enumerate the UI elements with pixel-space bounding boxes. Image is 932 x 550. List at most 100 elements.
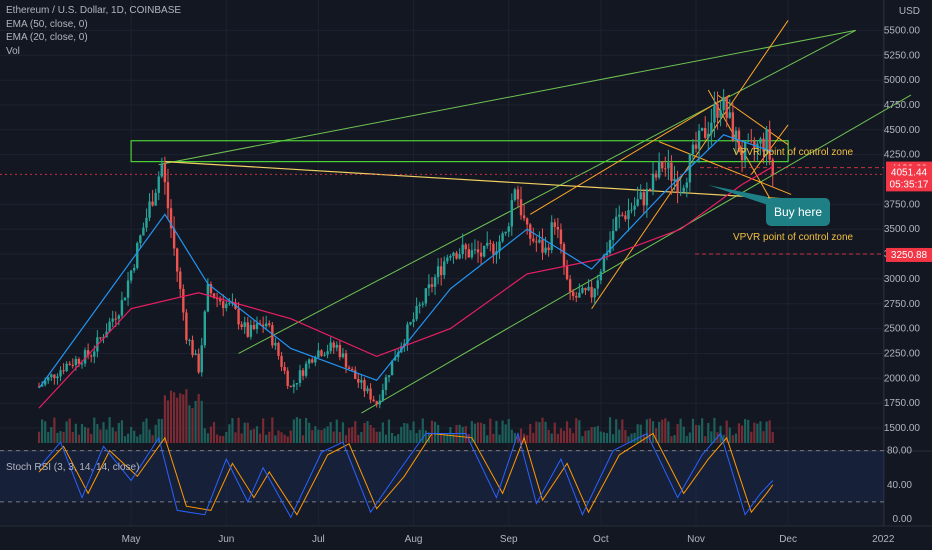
volume-bar [332, 431, 335, 443]
candle-body [175, 248, 179, 272]
volume-bar [430, 420, 434, 443]
volume-bar [697, 425, 701, 443]
candles [37, 89, 774, 409]
candle-body [120, 300, 124, 316]
candle-body [307, 359, 311, 364]
volume-bar [222, 435, 225, 443]
volume-bar [495, 420, 498, 443]
volume-bar [173, 392, 176, 443]
candle-body [378, 400, 381, 405]
time-tick-label: Jul [312, 534, 325, 545]
candle-body [280, 355, 283, 367]
volume-bar [363, 423, 366, 443]
candle-body [179, 271, 182, 289]
candle-body [667, 162, 670, 169]
volume-bar [627, 436, 630, 443]
volume-bar [130, 426, 133, 443]
candle-body [596, 280, 599, 289]
time-tick-label: Nov [687, 534, 705, 545]
volume-bar [53, 417, 56, 443]
volume-bar [740, 425, 744, 443]
candle-body [209, 284, 213, 294]
candle-body [185, 312, 188, 341]
candle-body [479, 252, 483, 257]
volume-bar [136, 436, 139, 443]
candle-body [188, 340, 191, 342]
volume-bar [237, 417, 240, 443]
price-badge-current [886, 165, 932, 192]
volume-bar [400, 426, 403, 443]
candle-body [565, 265, 569, 280]
candle-body [129, 270, 133, 281]
candle-body [117, 315, 121, 319]
volume-bar [768, 420, 771, 443]
stoch-d-line [38, 432, 774, 516]
volume-bar [145, 418, 148, 443]
volume-bar [581, 436, 584, 443]
volume-bar [562, 430, 566, 443]
candle-body [283, 366, 286, 371]
candle-body [326, 351, 329, 355]
candle-body [132, 267, 136, 271]
candle-body [544, 247, 547, 253]
candle-body [366, 388, 369, 392]
ema20-legend[interactable]: EMA (20, close, 0) [6, 32, 88, 43]
candle-body [47, 377, 50, 381]
candle-body [243, 322, 246, 328]
volume-bar [713, 417, 716, 443]
candle-body [390, 360, 394, 376]
candle-body [593, 288, 596, 298]
volume-bar [249, 429, 252, 443]
candle-body [452, 252, 455, 256]
candle-body [501, 233, 504, 242]
candle-body [222, 301, 225, 309]
candle-body [473, 249, 477, 251]
volume-bar [314, 426, 317, 443]
volume-bar [212, 422, 216, 443]
volume-bar [87, 427, 90, 443]
candle-body [578, 292, 581, 298]
volume-bar [415, 433, 418, 443]
ema50-legend[interactable]: EMA (50, close, 0) [6, 18, 88, 30]
volume-legend[interactable]: Vol [6, 45, 20, 57]
volume-bar [578, 420, 581, 443]
time-tick-label: Sep [500, 534, 518, 545]
volume-bar [197, 394, 200, 443]
candle-body [731, 112, 735, 141]
volume-bar [335, 419, 338, 443]
volume-bar [547, 429, 550, 443]
volume-bar [550, 433, 553, 443]
volume-bar [694, 424, 698, 443]
candle-body [65, 363, 68, 371]
volume-bar [645, 419, 648, 443]
candle-body [136, 243, 139, 268]
candle-body [682, 187, 685, 192]
candle-body [562, 244, 566, 266]
volume-bar [163, 395, 166, 443]
volume-bar [651, 421, 655, 443]
symbol-title[interactable]: Ethereum / U.S. Dollar, 1D, COINBASE [6, 5, 182, 16]
volume-bar [120, 420, 124, 443]
volume-bar [139, 434, 142, 443]
candle-body [148, 201, 151, 218]
volume-bar [80, 423, 84, 443]
candle-body [694, 144, 698, 149]
volume-bar [593, 426, 596, 443]
volume-bar [265, 434, 268, 443]
candle-body [384, 377, 388, 390]
volume-bar [326, 426, 329, 443]
candle-body [559, 229, 563, 245]
volume-bar [157, 418, 160, 443]
candle-body [740, 152, 744, 161]
stoch-rsi-legend[interactable]: Stoch RSI (3, 3, 14, 14, close) [6, 462, 140, 473]
volume-bar [538, 422, 541, 443]
price-tick-label: 5250.00 [884, 50, 921, 61]
candle-body [212, 293, 216, 299]
volume-bar [320, 430, 323, 443]
volume-bar [387, 419, 391, 443]
price-badge-3250-text: 3250.88 [891, 250, 928, 261]
volume-bar [737, 423, 741, 443]
volume-bar [476, 422, 480, 443]
